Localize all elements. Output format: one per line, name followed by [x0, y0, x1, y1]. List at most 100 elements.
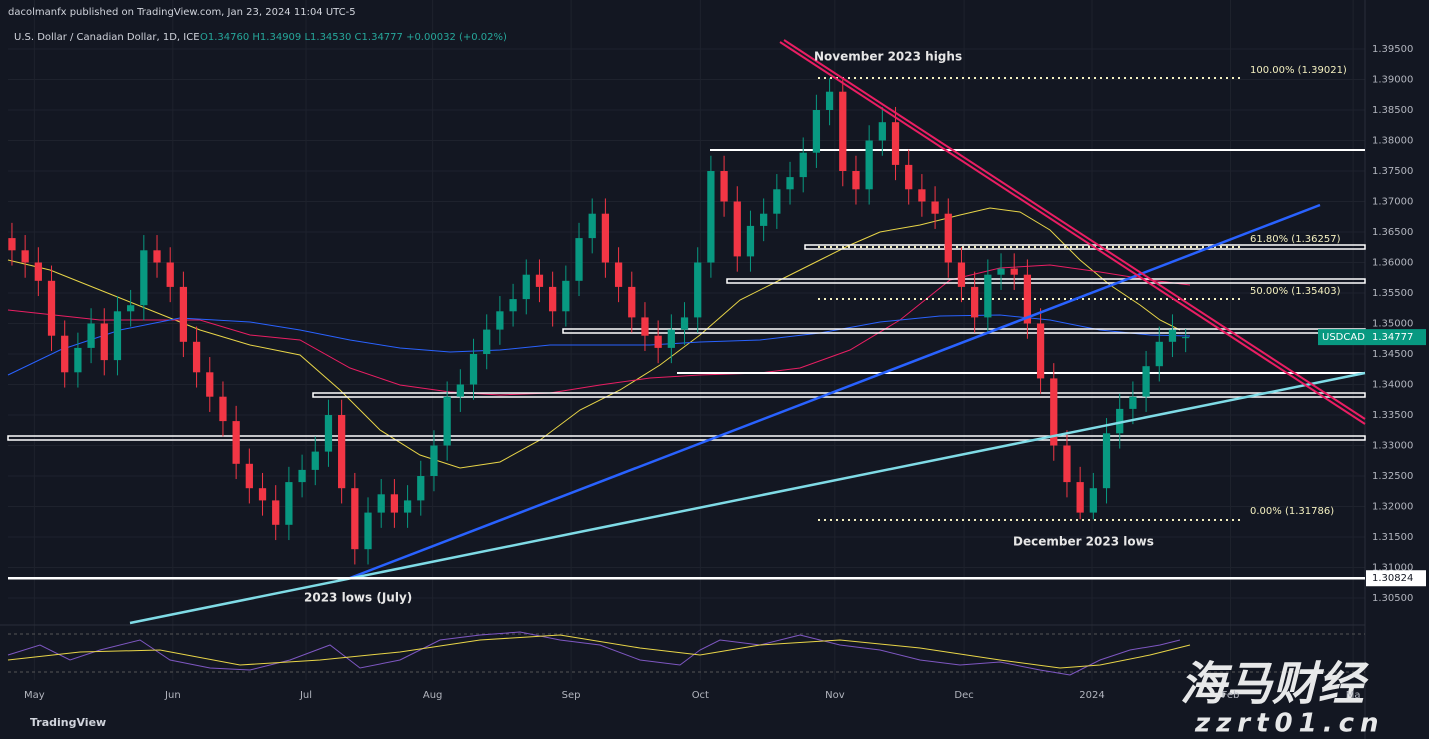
candle-body [918, 189, 926, 202]
candle-body [153, 250, 161, 263]
y-tick-label: 1.32000 [1372, 502, 1413, 513]
candle-body [957, 262, 966, 287]
y-tick-label: 1.34000 [1372, 380, 1413, 391]
candle-body [680, 317, 689, 330]
candle-body [351, 488, 359, 550]
candle-body [984, 274, 992, 318]
level-band [7, 435, 1366, 441]
y-tick-label: 1.33500 [1372, 410, 1413, 421]
y-tick-label: 1.38000 [1372, 136, 1413, 147]
y-tick-label: 1.39500 [1372, 44, 1413, 55]
candle-body [1089, 488, 1097, 513]
annotation: November 2023 highs [814, 50, 962, 64]
candle-body [535, 274, 544, 287]
candle-body [245, 463, 253, 489]
candle-body [865, 140, 873, 190]
candle-body [562, 280, 570, 312]
candle-body [364, 512, 372, 550]
candle-body [47, 280, 56, 336]
candle-body [852, 171, 860, 190]
chart-title: U.S. Dollar / Canadian Dollar, 1D, ICE [14, 32, 200, 43]
candle-body [944, 213, 952, 263]
candle-body [891, 122, 900, 165]
candle-body [443, 396, 451, 446]
candle-body [456, 384, 464, 397]
candle-body [311, 451, 319, 470]
x-tick-label: 2024 [1079, 690, 1104, 701]
candle-body [1076, 482, 1084, 513]
candle-body [179, 286, 188, 342]
candle-body [469, 354, 478, 385]
candle-body [522, 274, 530, 300]
candle-body [377, 494, 385, 513]
candle-body [1063, 445, 1071, 483]
watermark: zzrt01.cn [1194, 709, 1385, 739]
candle-body [496, 311, 504, 330]
y-tick-label: 1.32500 [1372, 471, 1413, 482]
candle-body [100, 323, 108, 361]
candle-body [21, 250, 29, 263]
candle-body [799, 152, 807, 178]
y-tick-label: 1.36000 [1372, 258, 1413, 269]
level-band [726, 278, 1366, 284]
candle-body [549, 286, 557, 312]
candle-body [707, 171, 715, 263]
candle-body [997, 268, 1005, 275]
level-band [804, 244, 1366, 250]
candle-body [746, 225, 755, 257]
level-band [312, 392, 1366, 398]
y-tick-label: 1.37000 [1372, 197, 1413, 208]
y-tick-label: 1.35500 [1372, 288, 1413, 299]
candle-body [338, 415, 346, 489]
fib-label: 100.00% (1.39021) [1250, 65, 1347, 76]
rsi-pane [7, 631, 1365, 676]
trend-line [129, 371, 1366, 625]
y-tick-label: 1.39000 [1372, 75, 1413, 86]
candle-body [1129, 396, 1137, 409]
fib-label: 0.00% (1.31786) [1250, 506, 1334, 517]
y-tick-label: 1.31000 [1372, 563, 1413, 574]
candle-body [588, 213, 596, 239]
candle-body [1168, 329, 1177, 342]
candle-body [786, 177, 794, 190]
candle-body [760, 213, 768, 226]
x-tick-label: Dec [954, 690, 973, 701]
x-tick-label: Nov [825, 690, 845, 701]
ma-100 [7, 264, 1191, 396]
annotation: 2023 lows (July) [304, 591, 412, 605]
candle-body [206, 372, 214, 397]
candle-body [931, 201, 939, 214]
candle-body [839, 91, 847, 171]
symbol-tag [1318, 329, 1366, 346]
candle-body [905, 164, 913, 190]
trend-line [783, 39, 1366, 420]
candle-body [61, 335, 69, 373]
x-tick-label: Feb [1222, 690, 1240, 701]
price-tag [1366, 570, 1426, 587]
candle-body [258, 488, 267, 501]
candle-body [403, 500, 412, 513]
candle-body [417, 476, 425, 501]
rsi-line [7, 631, 1181, 676]
y-tick-label: 1.34500 [1372, 349, 1413, 360]
candle-body [74, 347, 82, 373]
candle-body [878, 122, 886, 141]
candle-body [1023, 274, 1032, 324]
candle-body [232, 421, 240, 464]
candle-body [113, 311, 122, 361]
candle-body [1116, 408, 1124, 434]
candle-body [825, 91, 834, 110]
x-tick-label: May [24, 690, 45, 701]
candle-body [641, 317, 649, 336]
candle-body [483, 329, 491, 354]
watermark: 海马财经 [1180, 657, 1369, 711]
y-tick-label: 1.33000 [1372, 441, 1413, 452]
candle-body [140, 250, 148, 306]
fib-label: 61.80% (1.36257) [1250, 234, 1341, 245]
candle-body [628, 286, 636, 318]
y-tick-label: 1.36500 [1372, 227, 1413, 238]
candles [8, 78, 1190, 565]
candle-body [971, 286, 979, 318]
candle-body [192, 341, 201, 373]
candle-body [654, 335, 662, 348]
